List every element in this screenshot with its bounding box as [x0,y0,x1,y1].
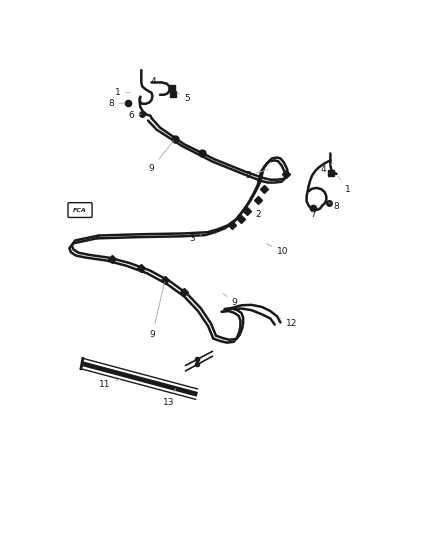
Text: 10: 10 [267,244,289,256]
FancyBboxPatch shape [68,203,92,217]
Text: 5: 5 [177,93,190,103]
Text: 13: 13 [162,389,176,407]
Text: 3: 3 [189,234,201,243]
Text: 1: 1 [338,176,350,193]
Text: 6: 6 [128,111,141,120]
Text: 4: 4 [151,77,160,86]
Text: 11: 11 [99,379,120,390]
Text: 8: 8 [329,203,339,211]
Text: 4: 4 [320,163,332,174]
Text: 8: 8 [108,99,125,108]
Text: 12: 12 [279,318,297,328]
Text: 9: 9 [150,282,164,338]
Text: 2: 2 [250,208,261,220]
Text: 7: 7 [310,211,316,220]
Text: 9: 9 [223,294,237,308]
Text: FCA: FCA [73,207,87,213]
Text: 1: 1 [115,88,130,97]
Text: 9: 9 [148,141,173,173]
Text: 5: 5 [245,169,268,180]
